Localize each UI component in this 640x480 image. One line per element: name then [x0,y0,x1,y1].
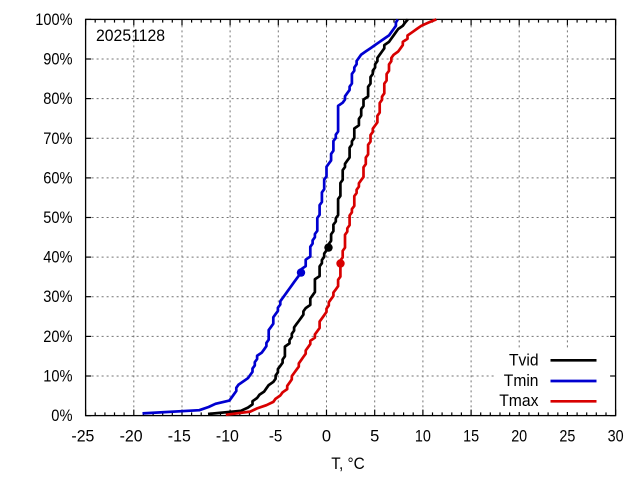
svg-text:50%: 50% [43,209,73,227]
svg-text:80%: 80% [43,90,73,108]
svg-text:40%: 40% [43,249,73,267]
svg-text:-15: -15 [168,428,191,446]
svg-text:5: 5 [370,428,379,446]
svg-text:Tmax: Tmax [499,392,539,410]
svg-text:10%: 10% [43,368,73,386]
svg-text:-25: -25 [71,428,94,446]
svg-text:Tvid: Tvid [509,352,539,370]
svg-text:10: 10 [415,428,431,446]
svg-text:100%: 100% [35,11,72,29]
svg-text:-10: -10 [216,428,239,446]
svg-text:-5: -5 [269,428,283,446]
svg-text:60%: 60% [43,169,73,187]
svg-text:T, °C: T, °C [331,455,365,473]
svg-text:20251128: 20251128 [96,27,165,45]
svg-text:0: 0 [322,428,331,446]
svg-text:30%: 30% [43,288,73,306]
svg-text:Tmin: Tmin [504,372,539,390]
svg-text:15: 15 [463,428,479,446]
svg-text:70%: 70% [43,130,73,148]
svg-text:20%: 20% [43,328,73,346]
svg-text:20: 20 [511,428,527,446]
svg-text:90%: 90% [43,51,73,69]
svg-text:30: 30 [608,428,624,446]
svg-text:0%: 0% [51,407,72,425]
svg-text:25: 25 [559,428,575,446]
svg-text:-20: -20 [120,428,143,446]
